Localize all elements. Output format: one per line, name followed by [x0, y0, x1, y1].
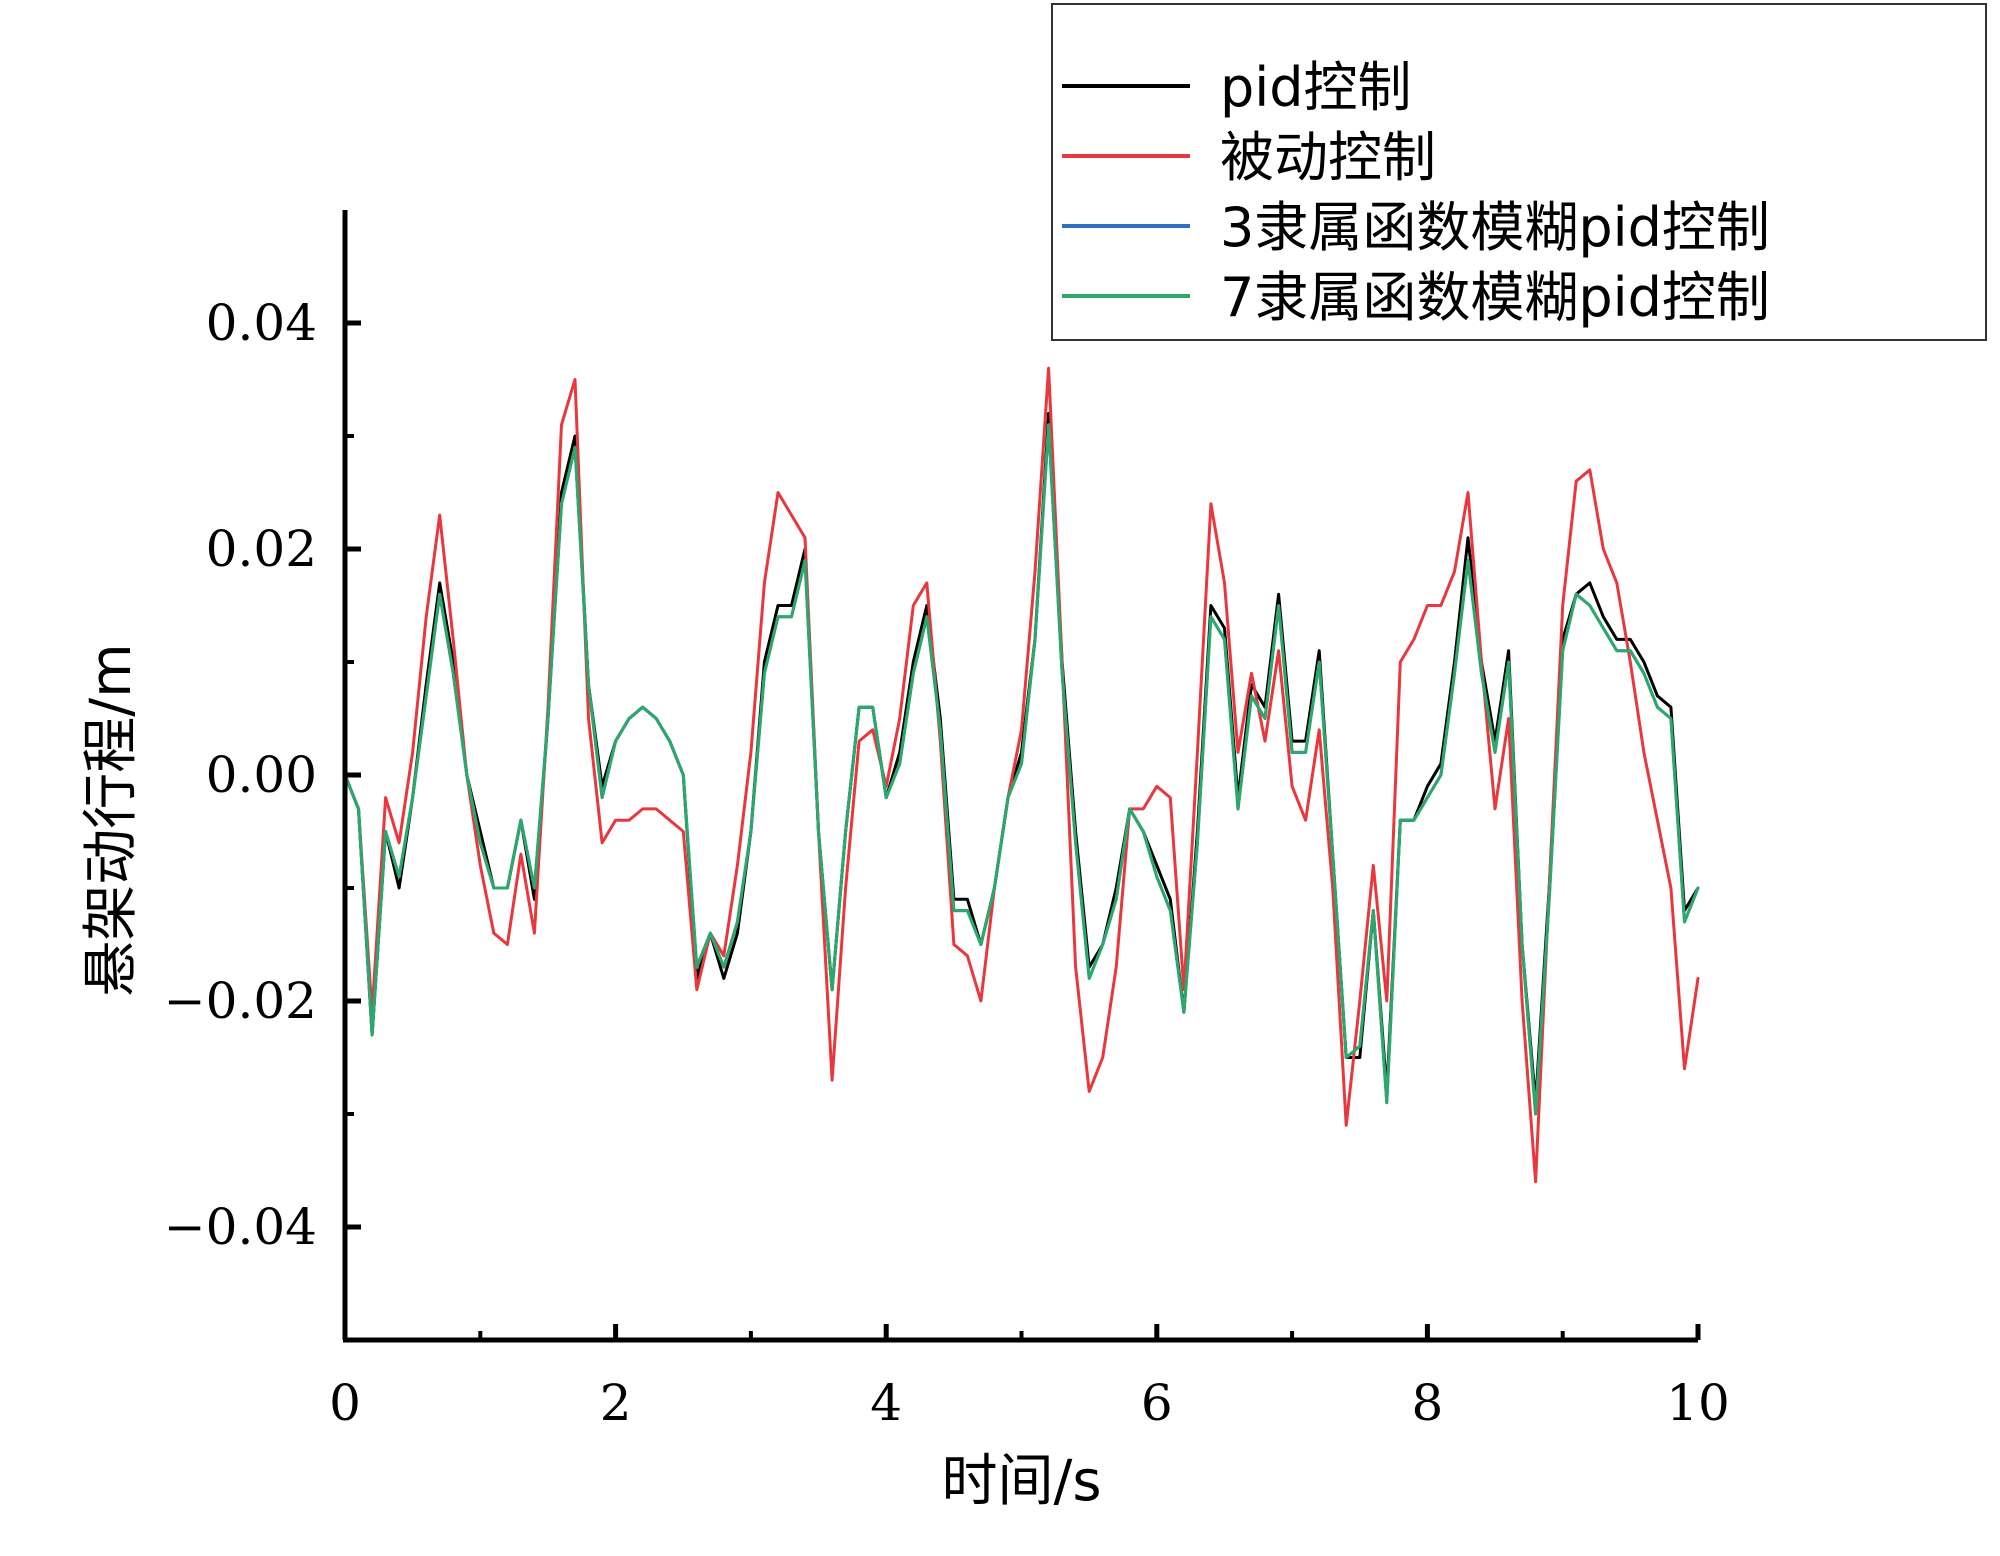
x-tick-label: 10: [1666, 1374, 1730, 1432]
y-axis-title: 悬架动行程/m: [79, 643, 144, 996]
legend-label-2: 被动控制: [1220, 126, 1436, 189]
x-tick-label: 4: [870, 1374, 902, 1432]
axes: −0.04 −0.02 0.00 0.02 0.04 0 2 4 6 8 10: [164, 210, 1730, 1432]
y-tick-label: −0.04: [164, 1198, 317, 1256]
series-line-2: [343, 366, 1700, 1184]
y-tick-label: 0.00: [206, 746, 317, 804]
y-tick-label: 0.02: [206, 520, 317, 578]
x-tick-label: 6: [1141, 1374, 1173, 1432]
series-line-3: [343, 423, 1700, 1116]
x-tick-label: 8: [1411, 1374, 1443, 1432]
legend-box: [1051, 3, 1987, 341]
x-tick-label: 2: [600, 1374, 632, 1432]
y-tick-label: 0.04: [206, 294, 317, 352]
x-axis-title: 时间/s: [941, 1449, 1101, 1514]
y-tick-label: −0.02: [164, 972, 317, 1030]
x-tick-label: 0: [329, 1374, 361, 1432]
legend-label-1: pid控制: [1220, 56, 1412, 119]
series-line-4: [343, 423, 1700, 1116]
legend-label-4: 7隶属函数模糊pid控制: [1220, 266, 1770, 329]
plot-lines: [343, 366, 1700, 1184]
legend-label-3: 3隶属函数模糊pid控制: [1220, 196, 1770, 259]
